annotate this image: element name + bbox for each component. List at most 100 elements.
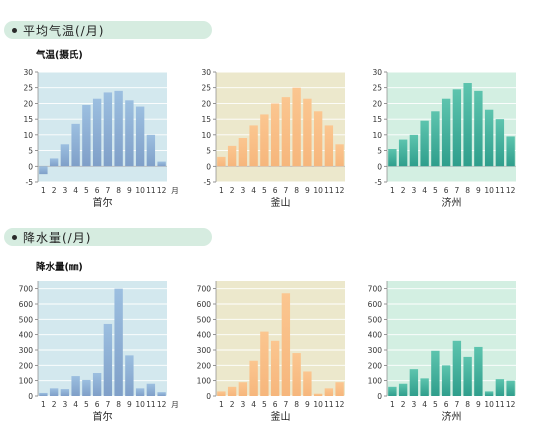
temperature-unit-label: 气温(摄氏): [36, 50, 83, 61]
x-tick-label: 6: [95, 400, 100, 409]
x-tick-label: 3: [240, 186, 245, 195]
x-tick-label: 4: [422, 400, 427, 409]
plot-background: [38, 281, 167, 396]
x-tick-label: 11: [324, 186, 334, 195]
y-tick-label: 300: [197, 346, 212, 355]
bar: [495, 119, 505, 167]
x-tick-label: 6: [273, 400, 278, 409]
x-tick-label: 9: [127, 400, 132, 409]
y-tick-label: 25: [23, 84, 33, 93]
y-tick-label: 400: [197, 331, 212, 340]
x-tick-label: 2: [401, 400, 406, 409]
x-tick-label: 9: [305, 186, 310, 195]
x-tick-label: 3: [62, 400, 67, 409]
bar: [303, 371, 312, 396]
y-tick-label: 5: [377, 147, 382, 156]
x-tick-label: 7: [283, 186, 288, 195]
plot-background: [216, 281, 345, 396]
x-tick-label: 1: [390, 186, 395, 195]
x-tick-label: 8: [465, 186, 470, 195]
y-tick-label: 500: [368, 315, 383, 324]
x-tick-label: 6: [444, 400, 449, 409]
x-tick-label: 9: [127, 186, 132, 195]
y-tick-label: 15: [201, 115, 211, 124]
bar: [146, 383, 156, 396]
bar: [409, 134, 419, 167]
bar: [474, 346, 483, 396]
bar: [103, 92, 113, 167]
x-tick-label: 7: [454, 400, 459, 409]
bar: [249, 125, 258, 167]
bar: [420, 378, 429, 396]
bar: [82, 379, 91, 396]
x-tick-label: 7: [105, 400, 110, 409]
bar: [303, 98, 312, 167]
x-tick-label: 12: [335, 186, 345, 195]
bar: [292, 353, 301, 396]
y-tick-label: -5: [375, 178, 383, 187]
bar: [463, 356, 472, 396]
plot-background: [216, 72, 345, 182]
city-label: 釜山: [271, 196, 291, 209]
y-tick-label: 0: [28, 162, 33, 171]
y-tick-label: 400: [368, 331, 383, 340]
y-tick-label: 0: [206, 162, 211, 171]
x-tick-label: 11: [495, 400, 505, 409]
bar: [452, 340, 462, 396]
y-tick-label: 0: [377, 162, 382, 171]
x-tick-label: 11: [146, 400, 156, 409]
bar: [484, 109, 494, 167]
x-tick-label: 7: [283, 400, 288, 409]
bar: [474, 90, 483, 167]
y-tick-label: 30: [23, 68, 33, 77]
y-tick-label: 200: [19, 361, 34, 370]
y-tick-label: 0: [377, 392, 382, 401]
x-tick-label: 12: [506, 186, 516, 195]
y-tick-label: 200: [368, 361, 383, 370]
x-tick-label: 8: [294, 400, 299, 409]
y-tick-label: 20: [201, 99, 211, 108]
y-tick-label: 300: [19, 346, 34, 355]
bar: [484, 391, 494, 396]
bar: [49, 158, 59, 167]
bar: [238, 138, 248, 167]
y-tick-label: 700: [19, 285, 34, 294]
y-tick-label: 0: [28, 392, 33, 401]
x-tick-label: 10: [313, 400, 323, 409]
x-tick-label: 11: [146, 186, 156, 195]
bar: [398, 139, 408, 167]
y-tick-label: 20: [23, 99, 33, 108]
x-tick-label: 4: [73, 400, 78, 409]
y-tick-label: 100: [19, 377, 34, 386]
bar: [146, 134, 156, 167]
y-tick-label: 300: [368, 346, 383, 355]
bar: [324, 125, 334, 167]
bar: [441, 365, 451, 396]
x-tick-label: 7: [105, 186, 110, 195]
x-tick-label: 8: [465, 400, 470, 409]
bar: [260, 114, 269, 167]
x-tick-label: 1: [219, 186, 224, 195]
y-tick-label: 25: [201, 84, 211, 93]
precipitation-unit-label: 降水量(㎜): [36, 262, 83, 273]
x-tick-label: 10: [484, 186, 494, 195]
x-tick-label: 7: [454, 186, 459, 195]
bar: [409, 369, 419, 396]
y-tick-label: 10: [372, 131, 382, 140]
bar: [452, 89, 462, 167]
precipitation-section-title: 降水量(/月): [23, 231, 92, 245]
bar: [292, 87, 301, 167]
city-label: 釜山: [271, 410, 291, 423]
bar: [441, 98, 451, 167]
bar: [431, 350, 440, 396]
x-tick-label: 2: [401, 186, 406, 195]
y-tick-label: 20: [372, 99, 382, 108]
x-tick-label: 10: [135, 186, 145, 195]
x-tick-label: 3: [411, 186, 416, 195]
bar: [82, 105, 91, 167]
city-label: 济州: [442, 196, 462, 209]
bar: [388, 386, 397, 396]
bar: [324, 388, 334, 396]
